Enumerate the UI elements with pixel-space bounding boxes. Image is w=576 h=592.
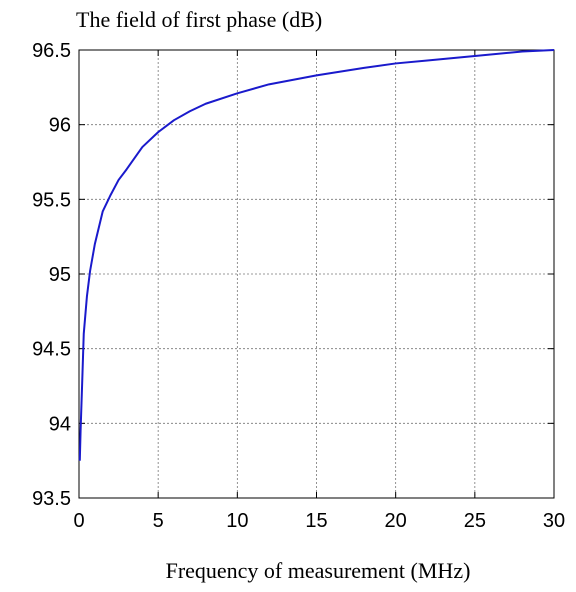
axis-ticks [78, 49, 555, 499]
y-tick-label: 96.5 [32, 40, 71, 62]
x-tick-label: 30 [543, 510, 565, 532]
y-tick-label: 94 [49, 413, 71, 435]
x-tick-label: 10 [226, 510, 248, 532]
x-tick-label: 25 [464, 510, 486, 532]
y-axis-label: The field of first phase (dB) [76, 7, 322, 32]
x-tick-label: 15 [305, 510, 327, 532]
y-tick-label: 95.5 [32, 189, 71, 211]
y-tick-label: 93.5 [32, 488, 71, 510]
series-group [78, 49, 555, 461]
series-line-0 [78, 49, 555, 461]
y-tick-label: 95 [49, 264, 71, 286]
y-tick-label: 96 [49, 115, 71, 137]
x-tick-label: 5 [153, 510, 164, 532]
x-tick-label: 0 [73, 510, 84, 532]
grid [79, 50, 554, 498]
x-axis-label: Frequency of measurement (MHz) [166, 558, 471, 583]
x-tick-label: 20 [385, 510, 407, 532]
tick-labels: 0 5 10 15 20 25 30 93.5 94 94.5 95 95.5 96 96.5 [32, 40, 565, 532]
y-tick-label: 94.5 [32, 339, 71, 361]
